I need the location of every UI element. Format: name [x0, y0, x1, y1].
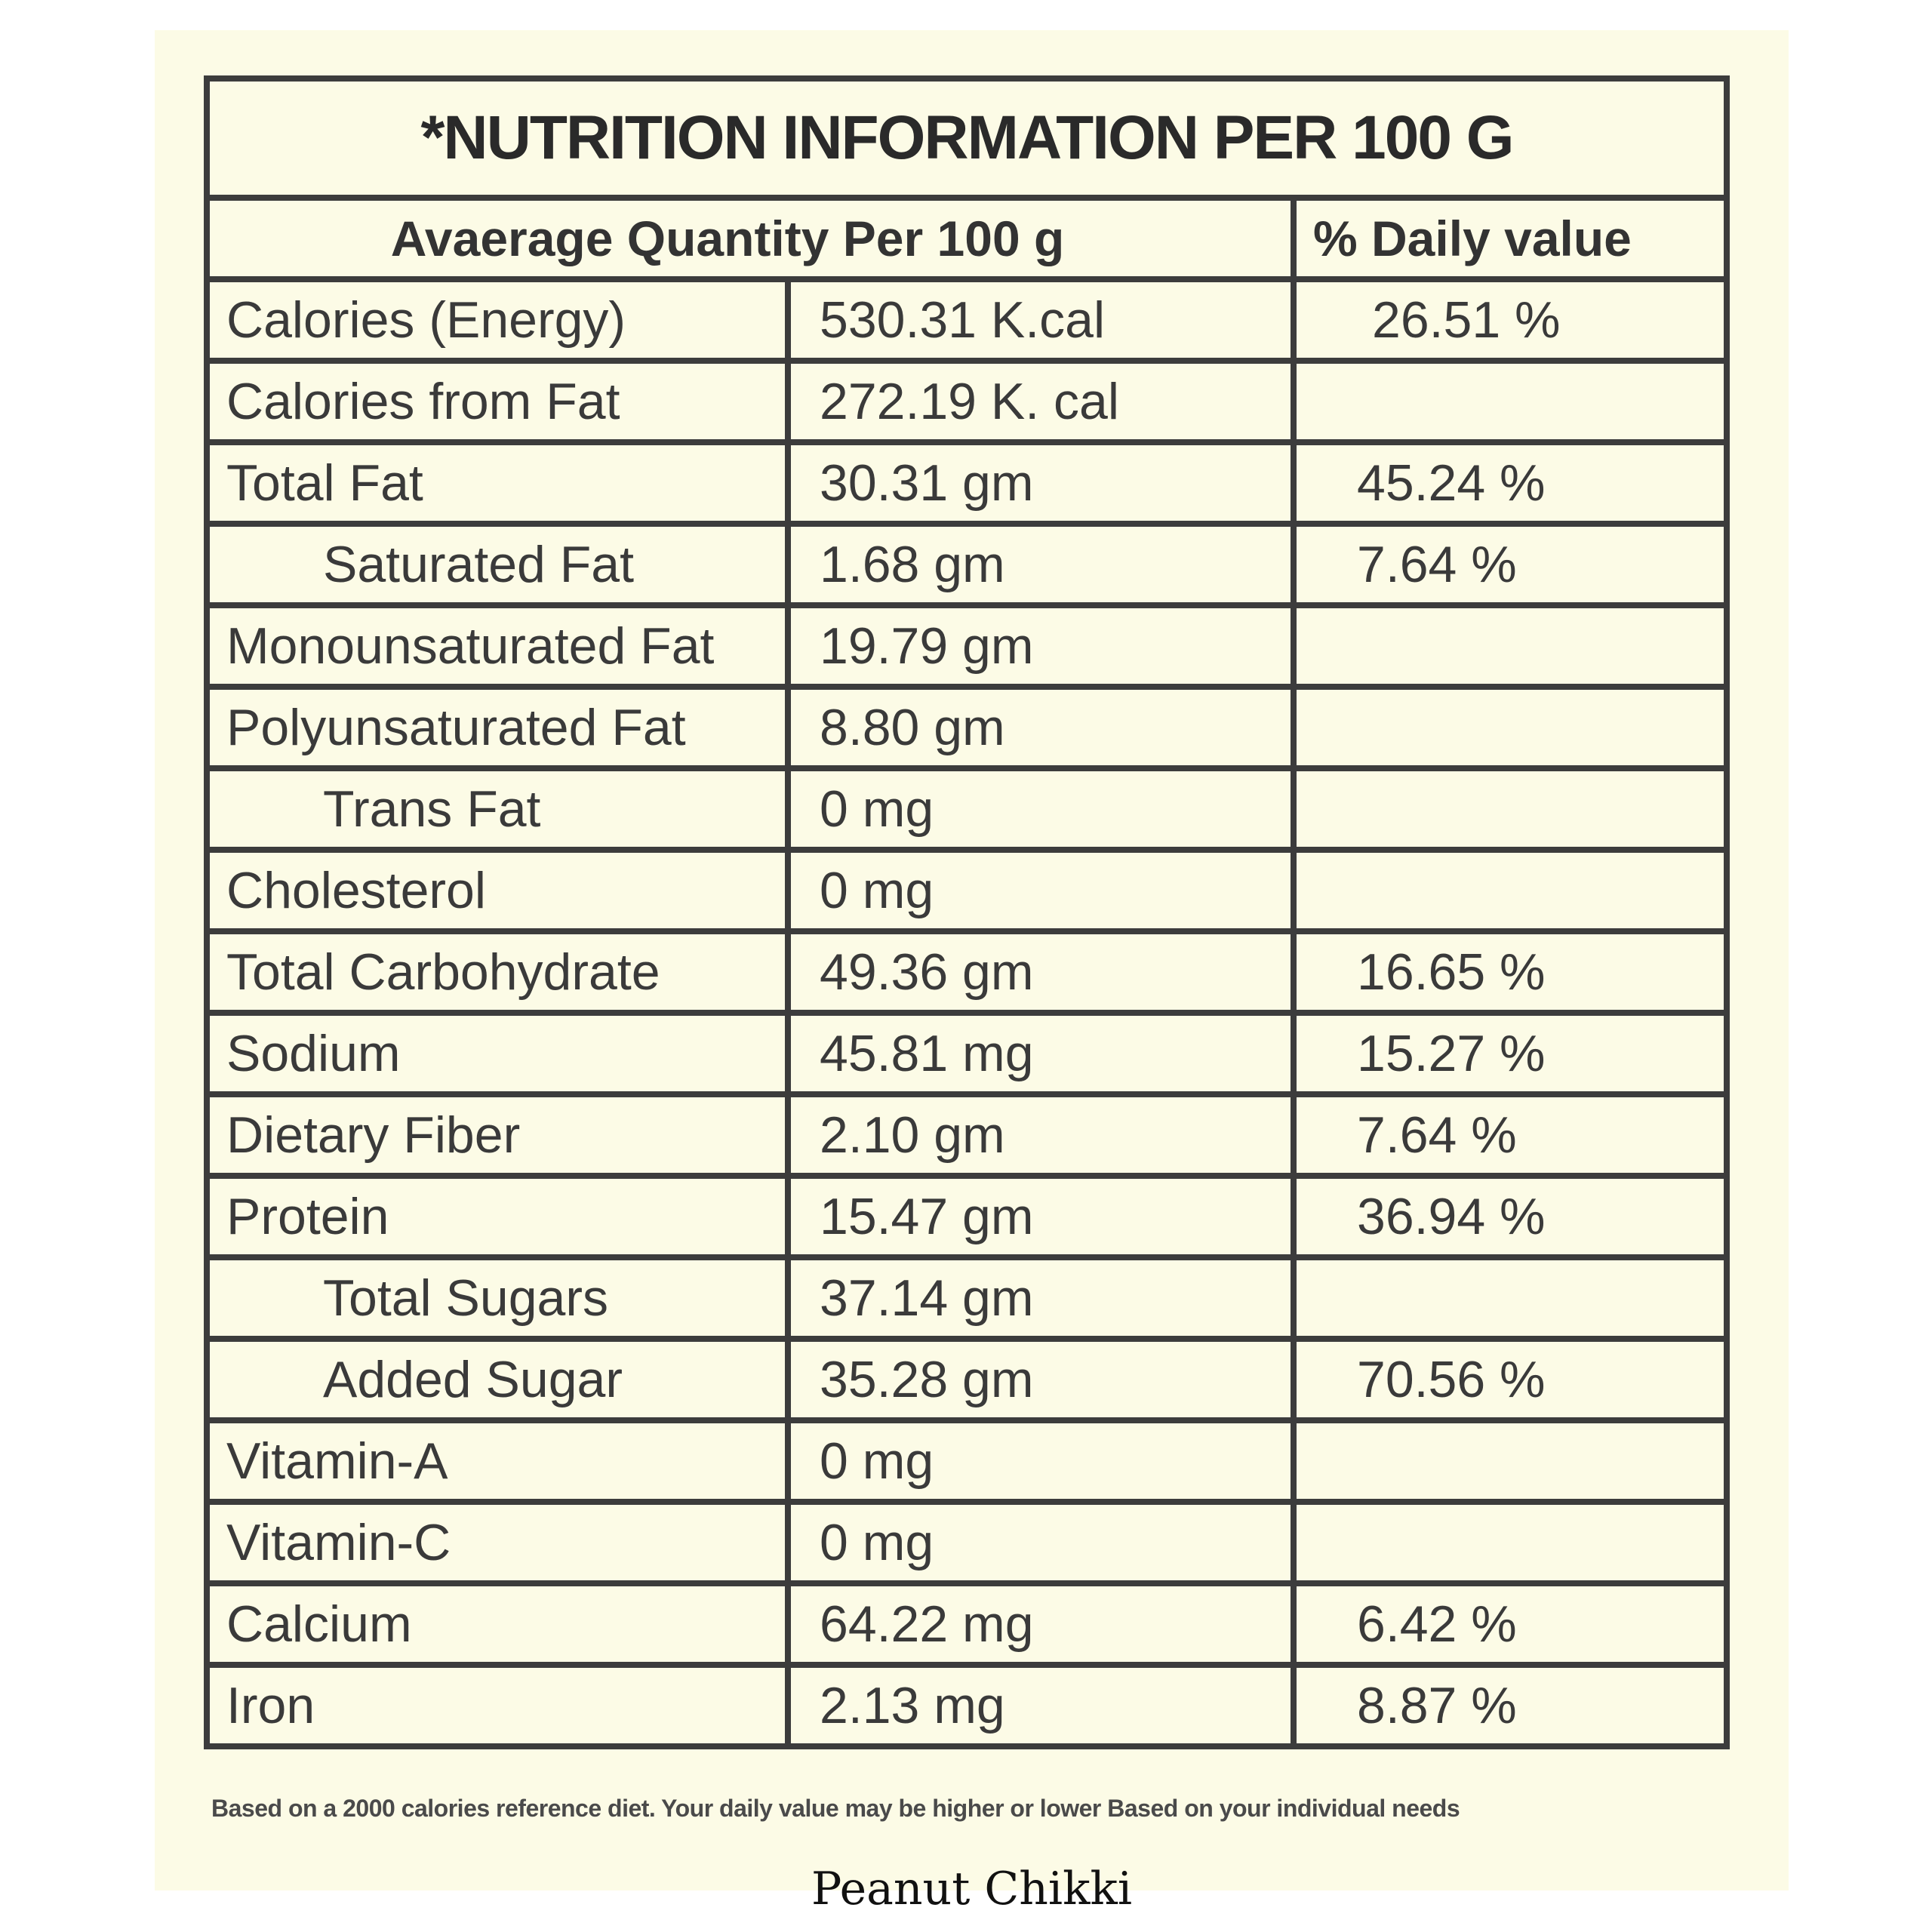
table-row: Calories (Energy) 530.31 K.cal 26.51 %: [210, 276, 1724, 358]
nutrient-name: Vitamin-A: [210, 1423, 791, 1499]
header-quantity: Avaerage Quantity Per 100 g: [210, 201, 1297, 276]
nutrient-daily-value: [1297, 1260, 1724, 1336]
nutrient-daily-value: [1297, 771, 1724, 847]
nutrient-name: Total Fat: [210, 445, 791, 521]
nutrient-name: Sodium: [210, 1016, 791, 1091]
table-row: Sodium 45.81 mg 15.27 %: [210, 1010, 1724, 1091]
table-row: Trans Fat 0 mg: [210, 765, 1724, 847]
nutrient-amount: 30.31 gm: [791, 445, 1297, 521]
nutrient-name: Saturated Fat: [210, 527, 791, 602]
table-row: Total Sugars 37.14 gm: [210, 1254, 1724, 1336]
nutrient-daily-value: 7.64 %: [1357, 536, 1517, 593]
nutrient-amount: 0 mg: [791, 1423, 1297, 1499]
table-row: Cholesterol 0 mg: [210, 847, 1724, 928]
nutrient-amount: 2.13 mg: [791, 1668, 1297, 1743]
nutrient-amount: 530.31 K.cal: [791, 282, 1297, 358]
nutrient-name: Polyunsaturated Fat: [210, 690, 791, 765]
nutrient-amount: 272.19 K. cal: [791, 364, 1297, 439]
nutrient-name: Trans Fat: [210, 771, 791, 847]
header-daily-value: % Daily value: [1313, 211, 1632, 266]
nutrient-name: Total Sugars: [210, 1260, 791, 1336]
table-row: Monounsaturated Fat 19.79 gm: [210, 602, 1724, 684]
table-row: Protein 15.47 gm 36.94 %: [210, 1173, 1724, 1254]
header-row: Avaerage Quantity Per 100 g % Daily valu…: [210, 195, 1724, 276]
nutrient-amount: 45.81 mg: [791, 1016, 1297, 1091]
nutrient-amount: 0 mg: [791, 771, 1297, 847]
nutrient-name: Added Sugar: [210, 1342, 791, 1417]
nutrient-daily-value: [1297, 690, 1724, 765]
nutrient-daily-value: [1297, 364, 1724, 439]
nutrient-name: Vitamin-C: [210, 1505, 791, 1580]
nutrient-amount: 15.47 gm: [791, 1179, 1297, 1254]
nutrient-name: Total Carbohydrate: [210, 934, 791, 1010]
nutrient-daily-value: 70.56 %: [1357, 1351, 1546, 1408]
footnote: Based on a 2000 calories reference diet.…: [211, 1795, 1460, 1822]
nutrient-name: Cholesterol: [210, 853, 791, 928]
nutrient-daily-value: 45.24 %: [1357, 454, 1546, 512]
table-row: Vitamin-C 0 mg: [210, 1499, 1724, 1580]
nutrient-daily-value: [1297, 1423, 1724, 1499]
table-row: Iron 2.13 mg 8.87 %: [210, 1662, 1724, 1743]
nutrition-panel: *NUTRITION INFORMATION PER 100 G Avaerag…: [155, 30, 1789, 1915]
nutrient-daily-value: 15.27 %: [1357, 1025, 1546, 1082]
product-caption: Peanut Chikki: [811, 1863, 1133, 1915]
nutrient-name: Calories from Fat: [210, 364, 791, 439]
table-row: Calcium 64.22 mg 6.42 %: [210, 1580, 1724, 1662]
title-row: *NUTRITION INFORMATION PER 100 G: [210, 82, 1724, 195]
nutrient-amount: 19.79 gm: [791, 608, 1297, 684]
table-row: Dietary Fiber 2.10 gm 7.64 %: [210, 1091, 1724, 1173]
nutrient-daily-value: 8.87 %: [1357, 1677, 1517, 1734]
nutrient-amount: 37.14 gm: [791, 1260, 1297, 1336]
nutrition-table: *NUTRITION INFORMATION PER 100 G Avaerag…: [204, 75, 1730, 1749]
nutrient-name: Calories (Energy): [210, 282, 791, 358]
table-row: Polyunsaturated Fat 8.80 gm: [210, 684, 1724, 765]
nutrient-amount: 0 mg: [791, 853, 1297, 928]
nutrient-amount: 1.68 gm: [791, 527, 1297, 602]
nutrient-amount: 49.36 gm: [791, 934, 1297, 1010]
nutrient-name: Iron: [210, 1668, 791, 1743]
nutrient-daily-value: 16.65 %: [1357, 943, 1546, 1001]
nutrient-daily-value: 6.42 %: [1357, 1595, 1517, 1653]
nutrient-amount: 35.28 gm: [791, 1342, 1297, 1417]
nutrient-daily-value: [1297, 608, 1724, 684]
table-row: Added Sugar 35.28 gm 70.56 %: [210, 1336, 1724, 1417]
nutrient-name: Dietary Fiber: [210, 1097, 791, 1173]
table-row: Saturated Fat 1.68 gm 7.64 %: [210, 521, 1724, 602]
nutrient-daily-value: 26.51 %: [1372, 291, 1561, 349]
nutrient-name: Calcium: [210, 1586, 791, 1662]
nutrient-daily-value: 36.94 %: [1357, 1188, 1546, 1245]
nutrient-amount: 64.22 mg: [791, 1586, 1297, 1662]
nutrient-daily-value: [1297, 853, 1724, 928]
nutrient-amount: 2.10 gm: [791, 1097, 1297, 1173]
table-row: Vitamin-A 0 mg: [210, 1417, 1724, 1499]
nutrient-daily-value: 7.64 %: [1357, 1106, 1517, 1164]
nutrient-amount: 0 mg: [791, 1505, 1297, 1580]
nutrient-name: Monounsaturated Fat: [210, 608, 791, 684]
table-row: Total Fat 30.31 gm 45.24 %: [210, 439, 1724, 521]
nutrient-daily-value: [1297, 1505, 1724, 1580]
table-row: Calories from Fat 272.19 K. cal: [210, 358, 1724, 439]
table-title: *NUTRITION INFORMATION PER 100 G: [420, 103, 1514, 172]
table-row: Total Carbohydrate 49.36 gm 16.65 %: [210, 928, 1724, 1010]
nutrient-amount: 8.80 gm: [791, 690, 1297, 765]
nutrient-name: Protein: [210, 1179, 791, 1254]
